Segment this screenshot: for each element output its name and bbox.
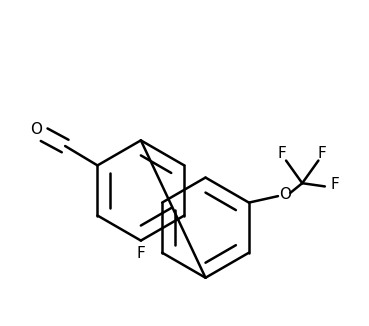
Text: O: O [279, 187, 291, 202]
Text: F: F [278, 146, 287, 161]
Text: O: O [30, 122, 42, 137]
Text: F: F [330, 177, 339, 192]
Text: F: F [137, 246, 145, 261]
Text: F: F [318, 146, 327, 161]
